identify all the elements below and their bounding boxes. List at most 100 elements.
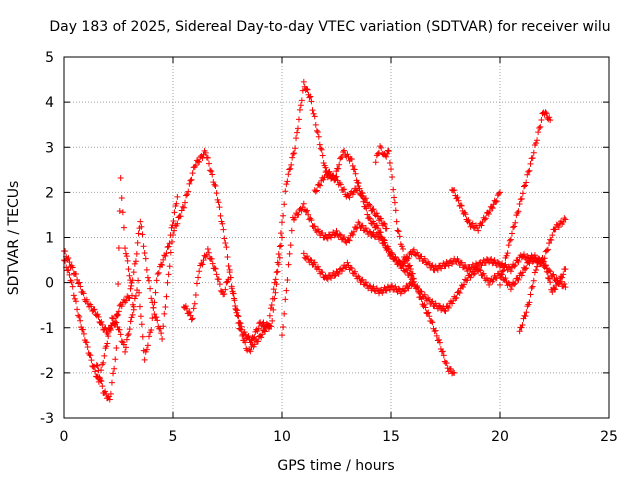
data-point — [179, 203, 186, 210]
data-point — [223, 244, 230, 251]
data-point — [313, 127, 320, 134]
data-point — [516, 328, 523, 335]
data-point — [196, 268, 203, 275]
data-point — [526, 299, 533, 306]
data-point — [428, 318, 435, 325]
data-point — [128, 282, 135, 289]
data-point — [102, 388, 109, 395]
data-point — [398, 243, 405, 250]
data-point — [359, 276, 366, 283]
data-point — [154, 317, 161, 324]
data-point — [451, 369, 458, 376]
data-point — [210, 179, 217, 186]
y-tick-label: 2 — [45, 185, 54, 201]
data-point — [317, 145, 324, 152]
data-point — [116, 326, 123, 333]
data-point — [489, 205, 496, 212]
data-point — [454, 194, 461, 201]
data-point — [217, 212, 224, 219]
data-point — [522, 313, 529, 320]
data-point — [287, 242, 294, 249]
data-point — [367, 215, 374, 222]
data-point — [305, 211, 312, 218]
data-point — [537, 123, 544, 130]
data-point — [340, 186, 347, 193]
data-point — [561, 280, 568, 287]
data-point — [542, 262, 549, 269]
data-point — [544, 275, 551, 282]
data-point — [378, 144, 385, 151]
data-point — [389, 251, 396, 258]
data-point — [540, 258, 547, 265]
data-point — [333, 173, 340, 180]
series-track-K — [497, 109, 554, 288]
data-point — [77, 283, 84, 290]
data-point — [518, 272, 525, 279]
data-point — [503, 252, 510, 259]
data-point — [372, 159, 379, 166]
series-track-H — [311, 169, 390, 232]
data-point — [344, 259, 351, 266]
data-point — [482, 215, 489, 222]
data-point — [99, 321, 106, 328]
data-point — [95, 367, 102, 374]
data-point — [559, 274, 566, 281]
data-point — [64, 267, 71, 274]
data-point — [442, 308, 449, 315]
data-point — [392, 253, 399, 260]
data-point — [129, 301, 136, 308]
series-track-C — [93, 174, 137, 403]
data-point — [354, 179, 361, 186]
data-point — [370, 229, 377, 236]
data-point — [392, 207, 399, 214]
data-point — [162, 304, 169, 311]
data-point — [355, 183, 362, 190]
data-point — [269, 317, 276, 324]
data-point — [306, 94, 313, 101]
data-point — [262, 328, 269, 335]
data-point — [123, 336, 130, 343]
data-point — [272, 276, 279, 283]
data-point — [276, 243, 283, 250]
data-point — [319, 152, 326, 159]
data-point — [83, 339, 90, 346]
data-point — [562, 284, 569, 291]
data-point — [226, 269, 233, 276]
data-point — [110, 370, 117, 377]
data-point — [199, 261, 206, 268]
data-point — [284, 276, 291, 283]
data-point — [122, 348, 129, 355]
data-point — [209, 171, 216, 178]
data-point — [395, 257, 402, 264]
data-point — [502, 261, 509, 268]
data-point — [298, 207, 305, 214]
data-point — [310, 110, 317, 117]
data-point — [552, 226, 559, 233]
data-point — [147, 285, 154, 292]
data-point — [114, 311, 121, 318]
data-point — [548, 236, 555, 243]
data-point — [309, 107, 316, 114]
data-points — [61, 78, 569, 403]
data-point — [295, 211, 302, 218]
data-point — [351, 166, 358, 173]
data-point — [436, 339, 443, 346]
data-point — [132, 258, 139, 265]
data-point — [547, 117, 554, 124]
data-point — [293, 135, 300, 142]
data-point — [374, 225, 381, 232]
data-point — [376, 149, 383, 156]
data-point — [90, 306, 97, 313]
data-point — [289, 154, 296, 161]
data-point — [113, 319, 120, 326]
data-point — [383, 287, 390, 294]
data-point — [356, 185, 363, 192]
data-point — [370, 206, 377, 213]
data-point — [123, 297, 130, 304]
data-point — [66, 259, 73, 266]
data-point — [447, 365, 454, 372]
data-point — [140, 243, 147, 250]
data-point — [344, 151, 351, 158]
data-point — [166, 240, 173, 247]
data-point — [195, 158, 202, 165]
